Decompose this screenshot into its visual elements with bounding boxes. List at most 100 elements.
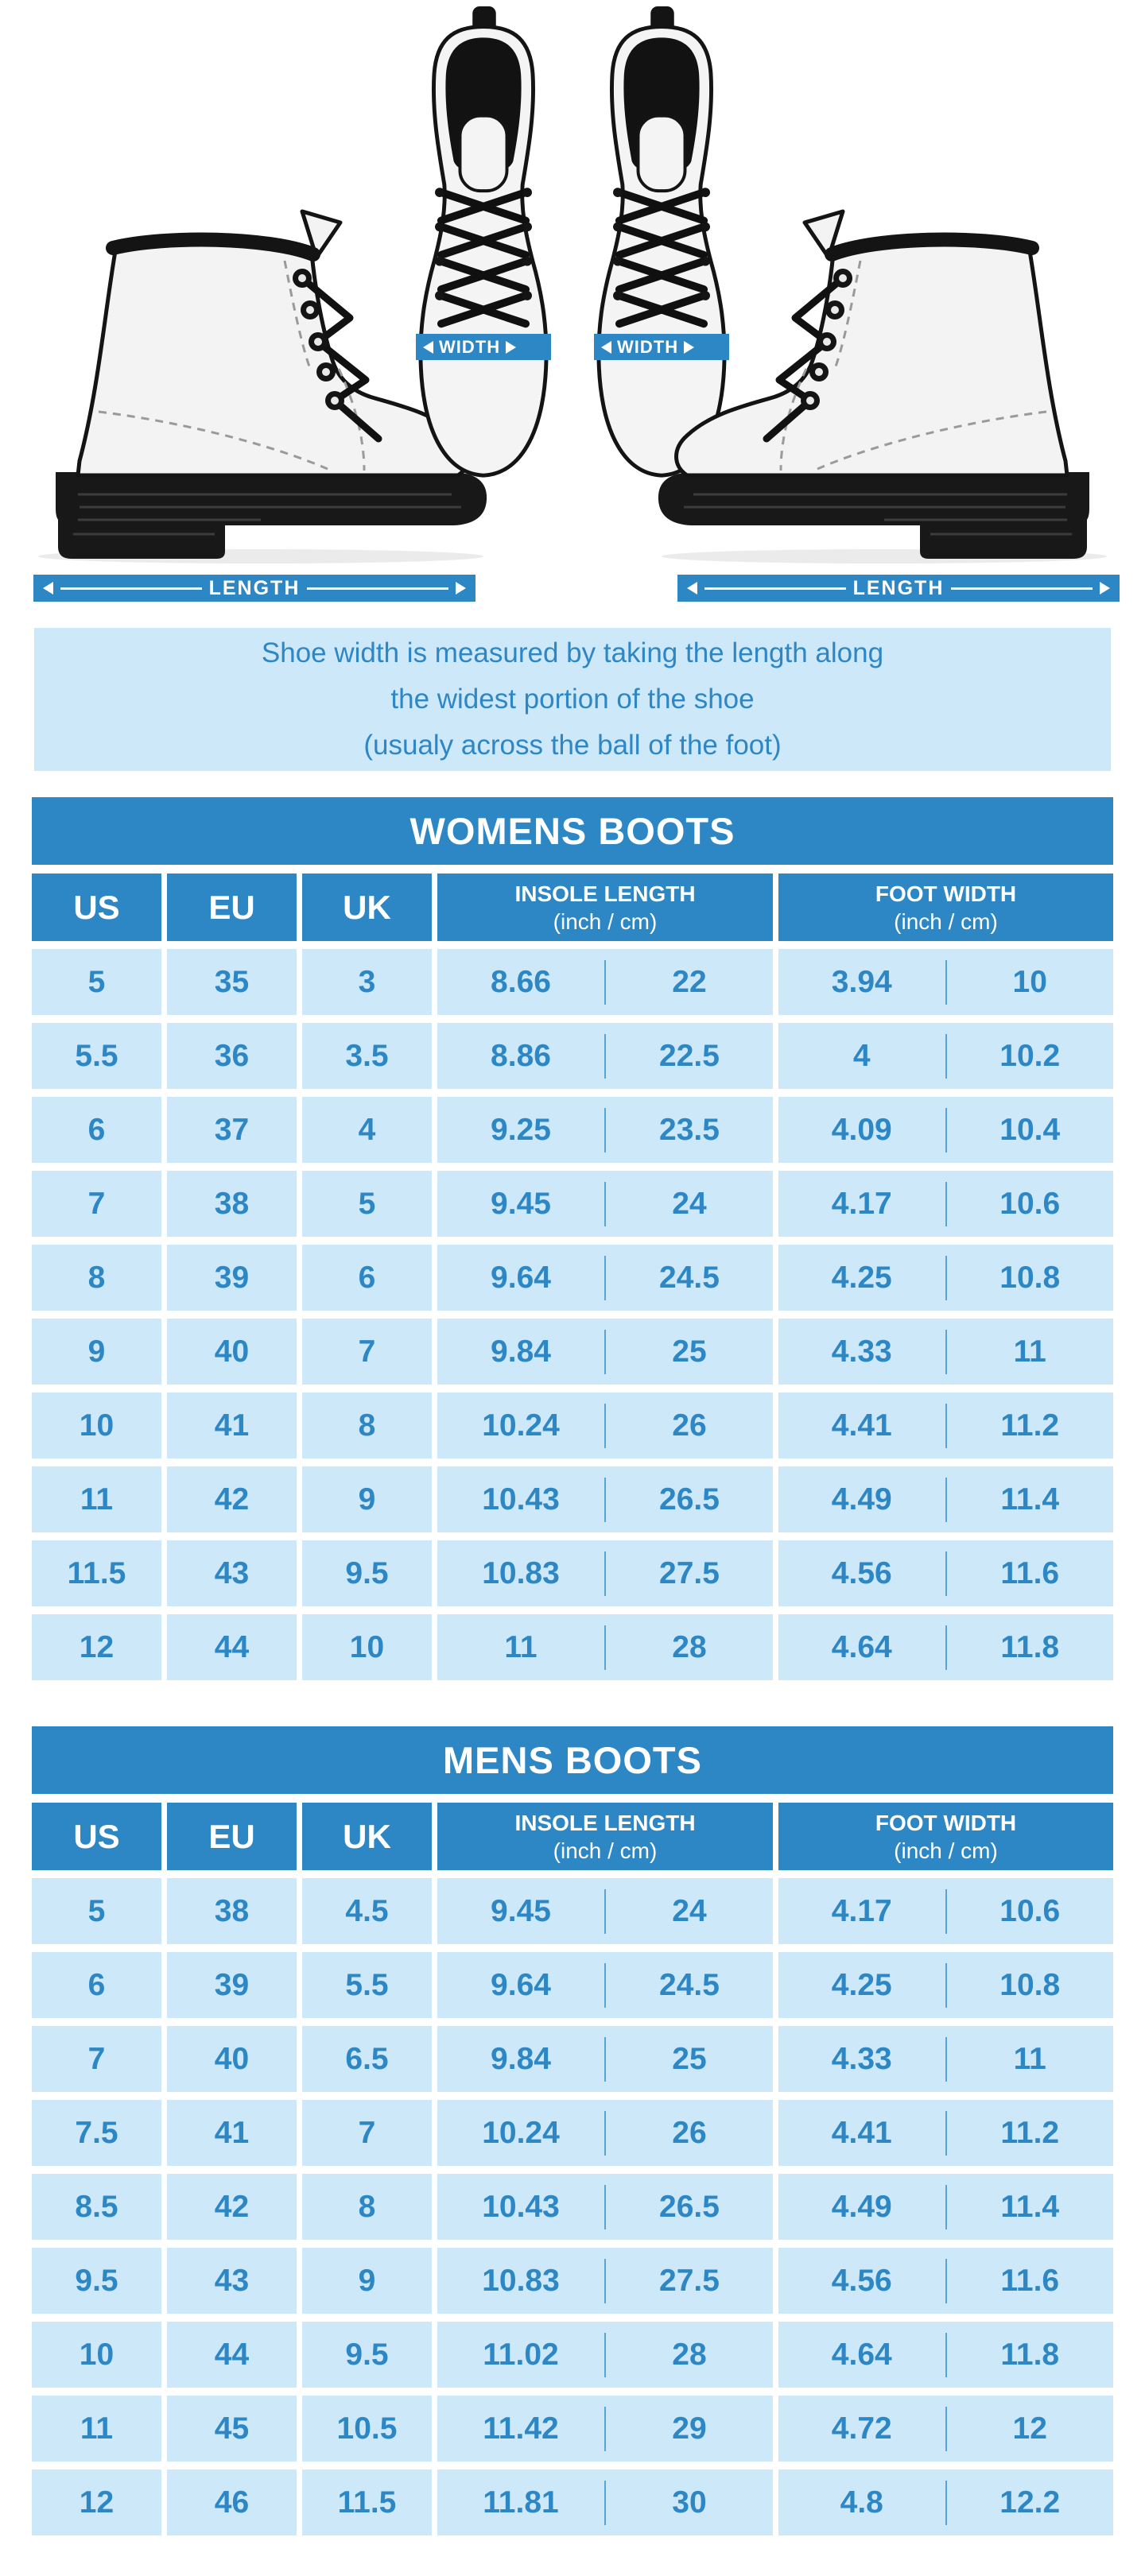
inch-value: 9.84 [491,1334,551,1369]
cell-divider-line [945,2036,947,2082]
cell-divider-line [945,2184,947,2229]
cell-divider-line [604,2184,606,2229]
mens-boots-table: MENS BOOTS US EU UK INSOLE LENGTH (inch … [32,1726,1113,2535]
width-label: WIDTH [617,336,679,357]
foot-width-cell: 4.49 11.4 [778,2174,1113,2240]
cm-value: 26.5 [659,1482,720,1517]
eu-size-cell: 46 [167,2469,297,2535]
uk-size-cell: 9.5 [302,1540,432,1606]
inch-value: 4.8 [840,2485,883,2520]
column-header-insole-length: INSOLE LENGTH (inch / cm) [437,1803,773,1870]
uk-size-cell: 3 [302,949,432,1015]
insole-length-cell: 11.02 28 [437,2322,773,2388]
inch-value: 10.83 [482,1555,560,1590]
header-units: (inch / cm) [553,1838,658,1863]
insole-length-cell: 8.86 22.5 [437,1023,773,1089]
eu-size-cell: 42 [167,1466,297,1532]
column-header-uk: UK [302,1803,432,1870]
table-header-row: US EU UK INSOLE LENGTH (inch / cm) FOOT … [32,874,1113,941]
inch-value: 11.81 [483,2485,559,2520]
insole-length-cell: 9.45 24 [437,1878,773,1944]
measurement-note: Shoe width is measured by taking the len… [34,628,1111,771]
foot-width-cell: 4 10.2 [778,1023,1113,1089]
inch-value: 9.64 [491,1260,551,1295]
cm-value: 28 [672,1629,707,1664]
boot-top-view-left-image [418,6,549,478]
eu-size-cell: 37 [167,1097,297,1163]
note-line: Shoe width is measured by taking the len… [261,637,884,668]
cm-value: 26 [672,2115,707,2150]
cell-divider-line [604,1625,606,1670]
cm-value: 12.2 [999,2485,1061,2520]
cm-value: 23.5 [659,1112,720,1147]
inch-value: 4.56 [831,1555,892,1590]
inch-value: 4.09 [831,1112,892,1147]
inch-value: 8.66 [491,964,551,999]
cm-value: 26.5 [659,2189,720,2224]
cm-value: 11.4 [1000,2189,1060,2224]
inch-value: 4.33 [831,1334,892,1369]
header-title: FOOT WIDTH [875,881,1017,906]
eu-size-cell: 41 [167,2100,297,2166]
inch-value: 4.49 [831,1482,892,1517]
cm-value: 10.2 [999,1038,1061,1073]
us-size-cell: 5 [32,1878,161,1944]
cm-value: 11 [1013,1334,1046,1369]
inch-value: 4.25 [831,1260,892,1295]
boot-tongue [458,114,509,193]
table-row: 10 44 9.5 11.02 28 4.64 11.8 [32,2322,1113,2388]
inch-value: 4.25 [831,1967,892,2002]
table-row: 8 39 6 9.64 24.5 4.25 10.8 [32,1245,1113,1311]
foot-width-cell: 4.25 10.8 [778,1245,1113,1311]
cell-divider-line [945,1255,947,1300]
cell-divider-line [604,1107,606,1152]
table-row: 10 41 8 10.24 26 4.41 11.2 [32,1393,1113,1458]
length-label: LENGTH [208,576,301,599]
insole-length-cell: 10.43 26.5 [437,1466,773,1532]
cell-divider-line [945,1551,947,1596]
cell-divider-line [945,1329,947,1374]
cell-divider-line [604,1033,606,1079]
insole-length-cell: 10.83 27.5 [437,1540,773,1606]
arrow-right-icon [1100,582,1110,595]
us-size-cell: 5 [32,949,161,1015]
note-line: (usualy across the ball of the foot) [363,730,782,761]
cm-value: 25 [672,2041,707,2076]
uk-size-cell: 9 [302,1466,432,1532]
uk-size-cell: 8 [302,1393,432,1458]
arrow-right-icon [684,340,695,354]
table-row: 8.5 42 8 10.43 26.5 4.49 11.4 [32,2174,1113,2240]
column-header-eu: EU [167,1803,297,1870]
table-row: 7 38 5 9.45 24 4.17 10.6 [32,1171,1113,1237]
cm-value: 10 [1012,964,1047,999]
eu-size-cell: 35 [167,949,297,1015]
insole-length-cell: 11.81 30 [437,2469,773,2535]
cell-divider-line [604,959,606,1005]
arrow-right-icon [456,582,466,595]
table-row: 5.5 36 3.5 8.86 22.5 4 10.2 [32,1023,1113,1089]
foot-width-cell: 4.8 12.2 [778,2469,1113,2535]
eu-size-cell: 43 [167,1540,297,1606]
inch-value: 4 [852,1038,871,1073]
us-size-cell: 7.5 [32,2100,161,2166]
cell-divider-line [945,1403,947,1448]
inch-value: 4.17 [831,1893,892,1928]
cm-value: 10.8 [999,1967,1061,2002]
cell-divider-line [604,2258,606,2303]
us-size-cell: 12 [32,2469,161,2535]
table-row: 11 42 9 10.43 26.5 4.49 11.4 [32,1466,1113,1532]
table-title: WOMENS BOOTS [32,797,1113,865]
inch-value: 10.24 [482,1408,560,1443]
us-size-cell: 9 [32,1319,161,1385]
column-header-us: US [32,1803,161,1870]
cm-value: 24.5 [659,1260,720,1295]
inch-value: 4.64 [831,1629,892,1664]
inch-value: 11.02 [483,2337,559,2372]
note-line: the widest portion of the shoe [390,684,755,715]
boot-stitching [98,260,366,471]
column-header-foot-width: FOOT WIDTH (inch / cm) [778,1803,1113,1870]
us-size-cell: 10 [32,1393,161,1458]
cm-value: 12 [1012,2411,1047,2446]
foot-width-cell: 4.72 12 [778,2396,1113,2462]
